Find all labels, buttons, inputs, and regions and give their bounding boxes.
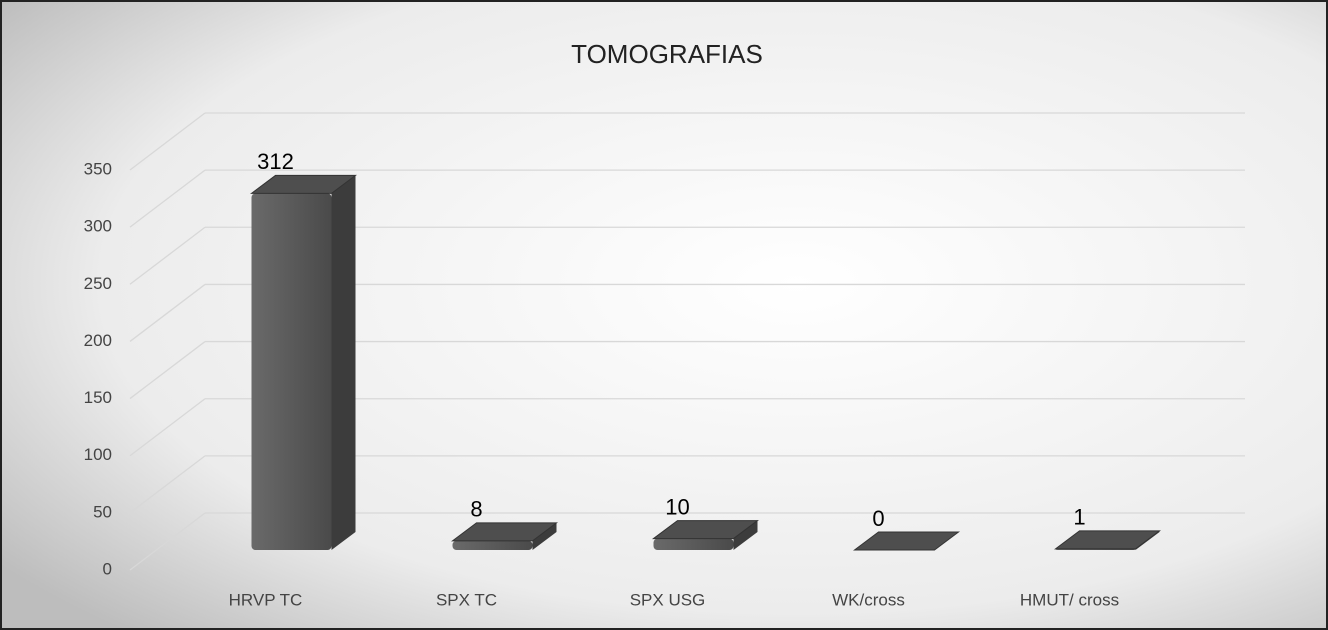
grid-line (129, 398, 206, 457)
bar-side (331, 175, 356, 550)
y-tick-label: 250 (84, 274, 112, 293)
bar-top (451, 522, 558, 542)
x-tick-label: SPX USG (630, 590, 706, 609)
grid-line (129, 283, 206, 342)
value-label: 312 (257, 149, 294, 174)
x-tick-label: WK/cross (832, 590, 905, 609)
bar (251, 193, 332, 550)
bar-top (250, 174, 357, 194)
value-label: 1 (1073, 505, 1085, 530)
grid-line (129, 226, 206, 285)
x-tick-label: HRVP TC (229, 590, 303, 609)
grid-line (129, 512, 206, 571)
bar-top (652, 520, 759, 540)
value-label: 10 (665, 494, 689, 519)
value-label: 8 (470, 497, 482, 522)
bar-top (853, 531, 960, 551)
grid-line (129, 169, 206, 228)
grid-line (129, 455, 206, 514)
grid-line (129, 112, 206, 171)
bar-top (1054, 530, 1161, 550)
value-label: 0 (872, 506, 884, 531)
y-tick-label: 0 (103, 559, 112, 578)
bar (653, 538, 734, 550)
bar-side (733, 520, 758, 550)
y-tick-label: 100 (84, 445, 112, 464)
x-tick-label: SPX TC (436, 590, 497, 609)
y-tick-label: 200 (84, 331, 112, 350)
x-tick-label: HMUT/ cross (1020, 590, 1119, 609)
y-tick-label: 50 (93, 502, 112, 521)
grid-line (129, 341, 206, 400)
bar (452, 540, 533, 550)
y-tick-label: 150 (84, 388, 112, 407)
bar-side (532, 522, 557, 550)
y-tick-label: 300 (84, 217, 112, 236)
chart-title: TOMOGRAFIAS (571, 39, 763, 69)
y-tick-label: 350 (84, 159, 112, 178)
